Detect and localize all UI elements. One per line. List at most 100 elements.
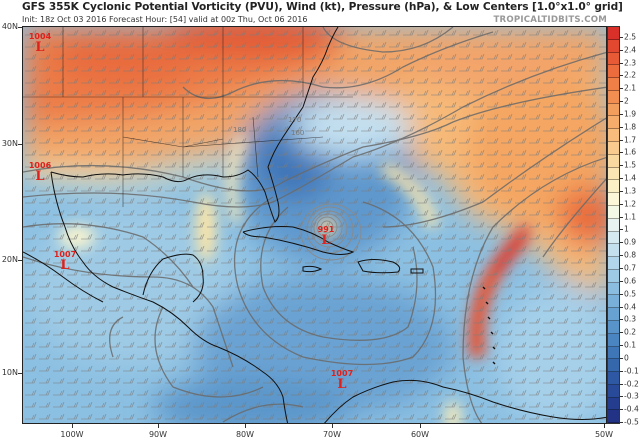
colorbar-tick <box>620 357 623 359</box>
colorbar-segment <box>608 218 619 232</box>
colorbar-tick-label: 1.7 <box>624 135 637 145</box>
low-center-marker: 1006 L <box>28 161 52 184</box>
colorbar-tick-label: 0.7 <box>624 263 637 273</box>
low-center-marker: 1007 L <box>53 250 77 273</box>
colorbar-tick-label: 1.9 <box>624 109 637 119</box>
colorbar-segment <box>608 269 619 283</box>
low-pressure-value: 1004 <box>28 32 52 41</box>
colorbar-segment <box>608 346 619 360</box>
colorbar-segment <box>608 397 619 411</box>
colorbar-tick <box>620 216 623 218</box>
colorbar-tick <box>620 190 623 192</box>
colorbar-tick-label: 0.6 <box>624 276 637 286</box>
colorbar-segment <box>608 205 619 219</box>
colorbar-tick-label: -0.4 <box>624 404 639 414</box>
colorbar-tick-label: 2.5 <box>624 32 637 42</box>
colorbar-segment <box>608 65 619 79</box>
colorbar-tick-label: 0.4 <box>624 302 637 312</box>
colorbar-tick <box>620 49 623 51</box>
lon-tick <box>72 424 73 428</box>
colorbar-tick <box>620 306 623 308</box>
colorbar-segment <box>608 52 619 66</box>
colorbar-tick-label: 1.4 <box>624 173 637 183</box>
colorbar-segment <box>608 116 619 130</box>
low-center-glyph: L <box>60 258 70 273</box>
map-panel: 170 160 180 <box>22 26 607 424</box>
lon-tick <box>158 424 159 428</box>
colorbar-segment <box>608 231 619 245</box>
colorbar-tick-label: 1.6 <box>624 147 637 157</box>
colorbar-tick <box>620 178 623 180</box>
low-center-marker: 1007 L <box>330 369 354 392</box>
colorbar-tick-label: 0.2 <box>624 327 637 337</box>
colorbar-tick-label: 0.9 <box>624 237 637 247</box>
colorbar-segment <box>608 282 619 296</box>
colorbar-segment <box>608 142 619 155</box>
lat-label-30n: 30N <box>1 139 18 148</box>
pv-field: 170 160 180 <box>23 27 606 423</box>
colorbar-tick <box>620 62 623 64</box>
colorbar-segment <box>608 295 619 309</box>
low-center-glyph: L <box>337 377 347 392</box>
low-pressure-value: 1006 <box>28 161 52 170</box>
lat-tick <box>18 27 22 28</box>
colorbar-segment <box>608 193 619 206</box>
colorbar-tick-label: 1.3 <box>624 186 637 196</box>
colorbar-tick-label: 0.3 <box>624 314 637 324</box>
lat-label-10n: 10N <box>1 368 18 377</box>
colorbar-segment <box>608 244 619 258</box>
low-pressure-value: 1007 <box>330 369 354 378</box>
colorbar-tick <box>620 422 623 424</box>
colorbar-segment <box>608 129 619 143</box>
colorbar-tick-label: 1.8 <box>624 122 637 132</box>
svg-text:160: 160 <box>291 129 304 137</box>
colorbar-tick <box>620 139 623 141</box>
colorbar-segment <box>608 308 619 321</box>
colorbar-tick <box>620 396 623 398</box>
colorbar-tick <box>620 165 623 167</box>
colorbar-segment <box>608 39 619 53</box>
lat-label-40n: 40N <box>1 22 18 31</box>
colorbar-segment <box>608 103 619 117</box>
colorbar-tick-label: -0.5 <box>624 417 639 427</box>
isobars <box>23 27 606 423</box>
colorbar-segment <box>608 257 619 270</box>
colorbar-tick <box>620 113 623 115</box>
colorbar-tick-label: -0.1 <box>624 366 639 376</box>
lon-tick <box>332 424 333 428</box>
lat-label-20n: 20N <box>1 255 18 264</box>
low-center-marker: 1004 L <box>28 32 52 55</box>
colorbar-tick-label: -0.3 <box>624 391 639 401</box>
colorbar-segment <box>608 180 619 194</box>
coastlines <box>23 27 606 423</box>
lon-label-50w: 50W <box>594 430 614 439</box>
low-pressure-value: 991 <box>317 225 335 234</box>
lon-tick <box>604 424 605 428</box>
colorbar-tick <box>620 280 623 282</box>
colorbar-tick <box>620 88 623 90</box>
lat-tick <box>18 144 22 145</box>
colorbar-segment <box>608 27 619 40</box>
lon-label-70w: 70W <box>322 430 342 439</box>
lon-tick <box>245 424 246 428</box>
colorbar-segment <box>608 384 619 398</box>
colorbar-tick-label: 1.2 <box>624 199 637 209</box>
low-pressure-value: 1007 <box>53 250 77 259</box>
colorbar-tick <box>620 319 623 321</box>
colorbar-tick <box>620 370 623 372</box>
colorbar-tick <box>620 36 623 38</box>
colorbar-segment <box>608 167 619 181</box>
colorbar-tick <box>620 293 623 295</box>
colorbar-tick-label: -0.2 <box>624 379 639 389</box>
colorbar-tick-label: 2.4 <box>624 45 637 55</box>
lon-label-90w: 90W <box>148 430 168 439</box>
colorbar-tick-label: 1.5 <box>624 160 637 170</box>
colorbar-segment <box>608 410 619 424</box>
colorbar-tick-label: 2.2 <box>624 70 637 80</box>
colorbar-tick <box>620 345 623 347</box>
colorbar-tick-label: 0.8 <box>624 250 637 260</box>
colorbar-tick-label: 0.5 <box>624 289 637 299</box>
colorbar-tick <box>620 409 623 411</box>
lat-tick <box>18 260 22 261</box>
colorbar-segment <box>608 154 619 168</box>
